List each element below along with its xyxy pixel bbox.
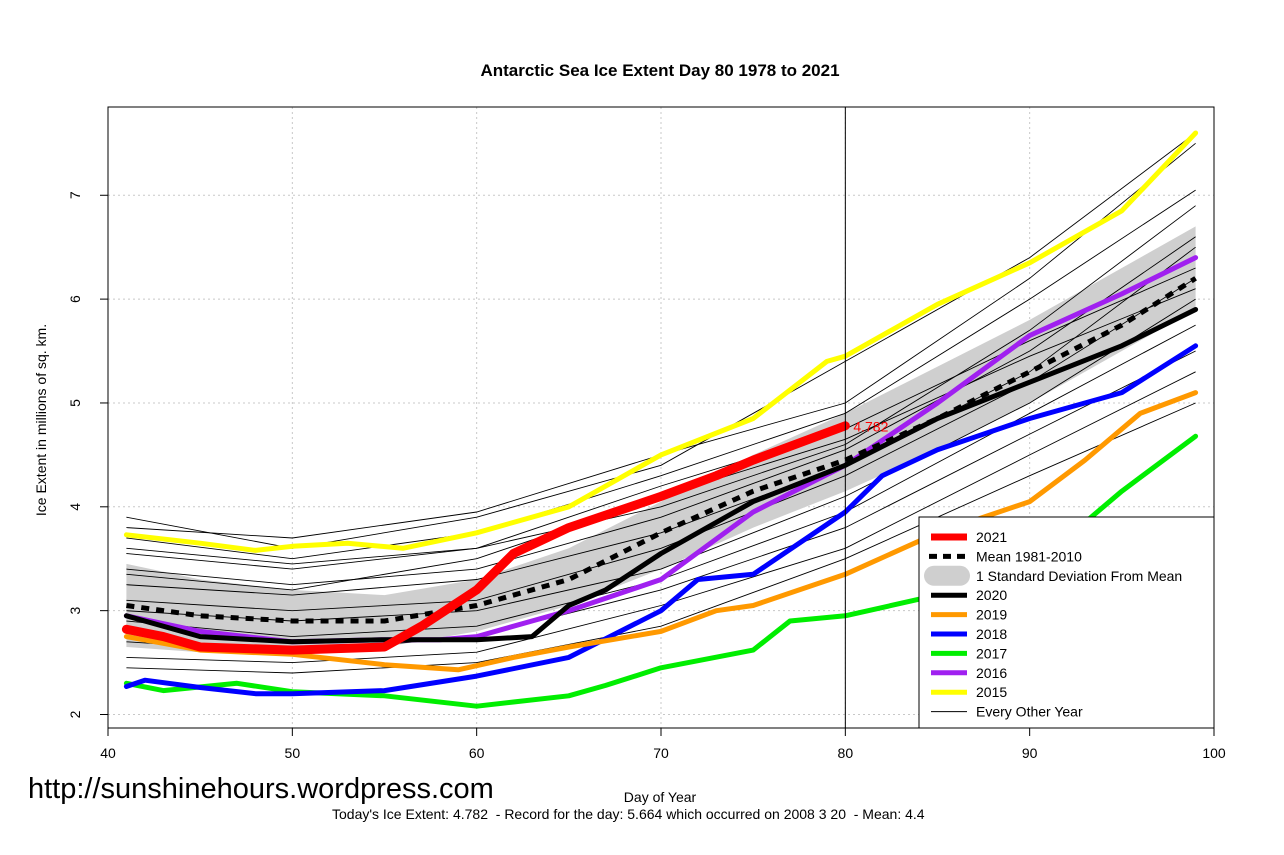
sd-band-group [126, 226, 1196, 653]
y-tick-label: 6 [67, 295, 83, 303]
series-line-2021 [121, 421, 850, 655]
legend-box [918, 516, 1215, 729]
y-axis-label: Ice Extent in millions of sq. km. [33, 324, 49, 516]
x-tick-label: 100 [1202, 745, 1226, 761]
other-year-line [126, 189, 1196, 560]
day-marker-group: 4.782 [844, 107, 889, 728]
other-year-line [126, 402, 1196, 674]
chart-title: Antarctic Sea Ice Extent Day 80 1978 to … [480, 61, 839, 80]
y-tick-label: 3 [67, 607, 83, 615]
legend-label: Every Other Year [976, 704, 1083, 720]
x-tick-label: 60 [469, 745, 485, 761]
legend-label: 2018 [976, 626, 1007, 642]
legend-label: 2016 [976, 665, 1007, 681]
legend-swatch [924, 565, 970, 586]
y-tick-label: 7 [67, 191, 83, 199]
y-tick-label: 4 [67, 503, 83, 511]
legend-label: 2020 [976, 587, 1007, 603]
x-tick-label: 40 [100, 745, 116, 761]
other-year-line [126, 246, 1196, 596]
x-tick-label: 80 [838, 745, 854, 761]
legend-label: Mean 1981-2010 [976, 548, 1082, 564]
footer-stats: Today's Ice Extent: 4.782 - Record for t… [332, 806, 925, 822]
legend-label: 2021 [976, 529, 1007, 545]
other-year-line [126, 205, 1196, 570]
series-line-2015 [123, 130, 1199, 553]
series-line-2019 [123, 390, 1199, 673]
other-year-line [126, 267, 1196, 565]
legend-label: 1 Standard Deviation From Mean [976, 568, 1182, 584]
watermark-url: http://sunshinehours.wordpress.com [28, 773, 494, 805]
series-line-2018 [123, 343, 1199, 697]
series-line-mean [126, 276, 1197, 624]
other-year-line [126, 371, 1196, 664]
other-year-line [126, 236, 1196, 586]
legend-label: 2015 [976, 684, 1007, 700]
y-tick-label: 2 [67, 710, 83, 718]
x-tick-label: 50 [285, 745, 301, 761]
legend-label: 2019 [976, 607, 1007, 623]
today-value-label: 4.782 [853, 419, 888, 435]
x-tick-label: 90 [1022, 745, 1038, 761]
legend-label: 2017 [976, 645, 1007, 661]
legend: 2021 Mean 1981-2010 1 Standard Deviation F… [918, 516, 1215, 729]
x-tick-label: 70 [653, 745, 669, 761]
plot-frame [107, 106, 1215, 729]
x-axis-label: Day of Year [624, 789, 697, 805]
sd-band [126, 226, 1196, 653]
y-tick-label: 5 [67, 399, 83, 407]
series-line-2020 [123, 307, 1199, 645]
